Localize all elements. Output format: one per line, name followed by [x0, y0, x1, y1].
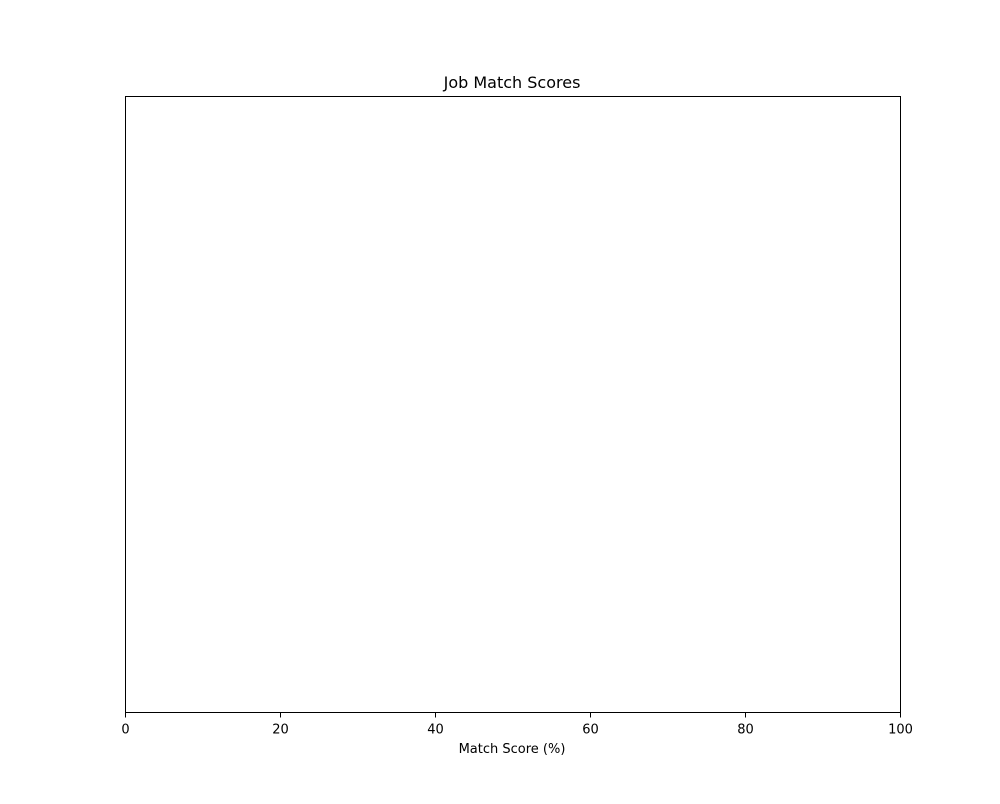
- x-axis-ticks: 0 20 40 60 80 100: [121, 712, 913, 738]
- x-tick-label: 20: [272, 723, 289, 738]
- x-tick-label: 100: [888, 723, 913, 738]
- x-tick-label: 60: [582, 723, 599, 738]
- x-tick-label: 40: [427, 723, 444, 738]
- x-tick-label: 0: [121, 723, 129, 738]
- plot-area-frame: [125, 96, 901, 713]
- x-axis-label: Match Score (%): [459, 742, 566, 757]
- x-tick-label: 80: [737, 723, 754, 738]
- chart-title: Job Match Scores: [443, 73, 581, 92]
